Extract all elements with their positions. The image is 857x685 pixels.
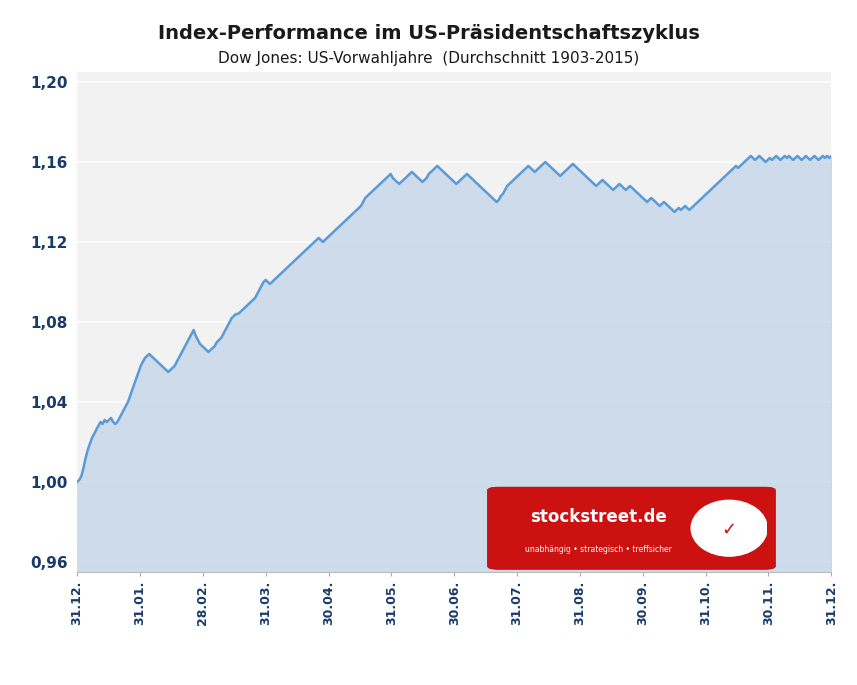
Text: Dow Jones: US-Vorwahljahre  (Durchschnitt 1903-2015): Dow Jones: US-Vorwahljahre (Durchschnitt… [218, 51, 639, 66]
Text: Index-Performance im US-Präsidentschaftszyklus: Index-Performance im US-Präsidentschafts… [158, 24, 699, 43]
